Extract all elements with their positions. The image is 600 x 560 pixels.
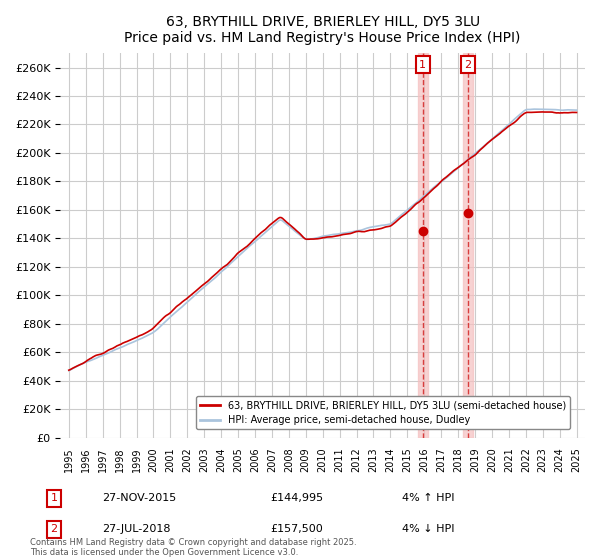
Text: 1: 1 <box>50 493 58 503</box>
Text: 2: 2 <box>464 60 472 69</box>
Text: 4% ↓ HPI: 4% ↓ HPI <box>402 524 455 534</box>
Text: 1: 1 <box>419 60 427 69</box>
Bar <box>463 53 473 437</box>
Text: 27-JUL-2018: 27-JUL-2018 <box>102 524 170 534</box>
Text: 4% ↑ HPI: 4% ↑ HPI <box>402 493 455 503</box>
Title: 63, BRYTHILL DRIVE, BRIERLEY HILL, DY5 3LU
Price paid vs. HM Land Registry's Hou: 63, BRYTHILL DRIVE, BRIERLEY HILL, DY5 3… <box>124 15 521 45</box>
Legend: 63, BRYTHILL DRIVE, BRIERLEY HILL, DY5 3LU (semi-detached house), HPI: Average p: 63, BRYTHILL DRIVE, BRIERLEY HILL, DY5 3… <box>196 396 569 429</box>
Text: 2: 2 <box>50 524 58 534</box>
Bar <box>418 53 428 437</box>
Text: £144,995: £144,995 <box>270 493 323 503</box>
Text: 27-NOV-2015: 27-NOV-2015 <box>102 493 176 503</box>
Text: Contains HM Land Registry data © Crown copyright and database right 2025.
This d: Contains HM Land Registry data © Crown c… <box>30 538 356 557</box>
Text: £157,500: £157,500 <box>270 524 323 534</box>
